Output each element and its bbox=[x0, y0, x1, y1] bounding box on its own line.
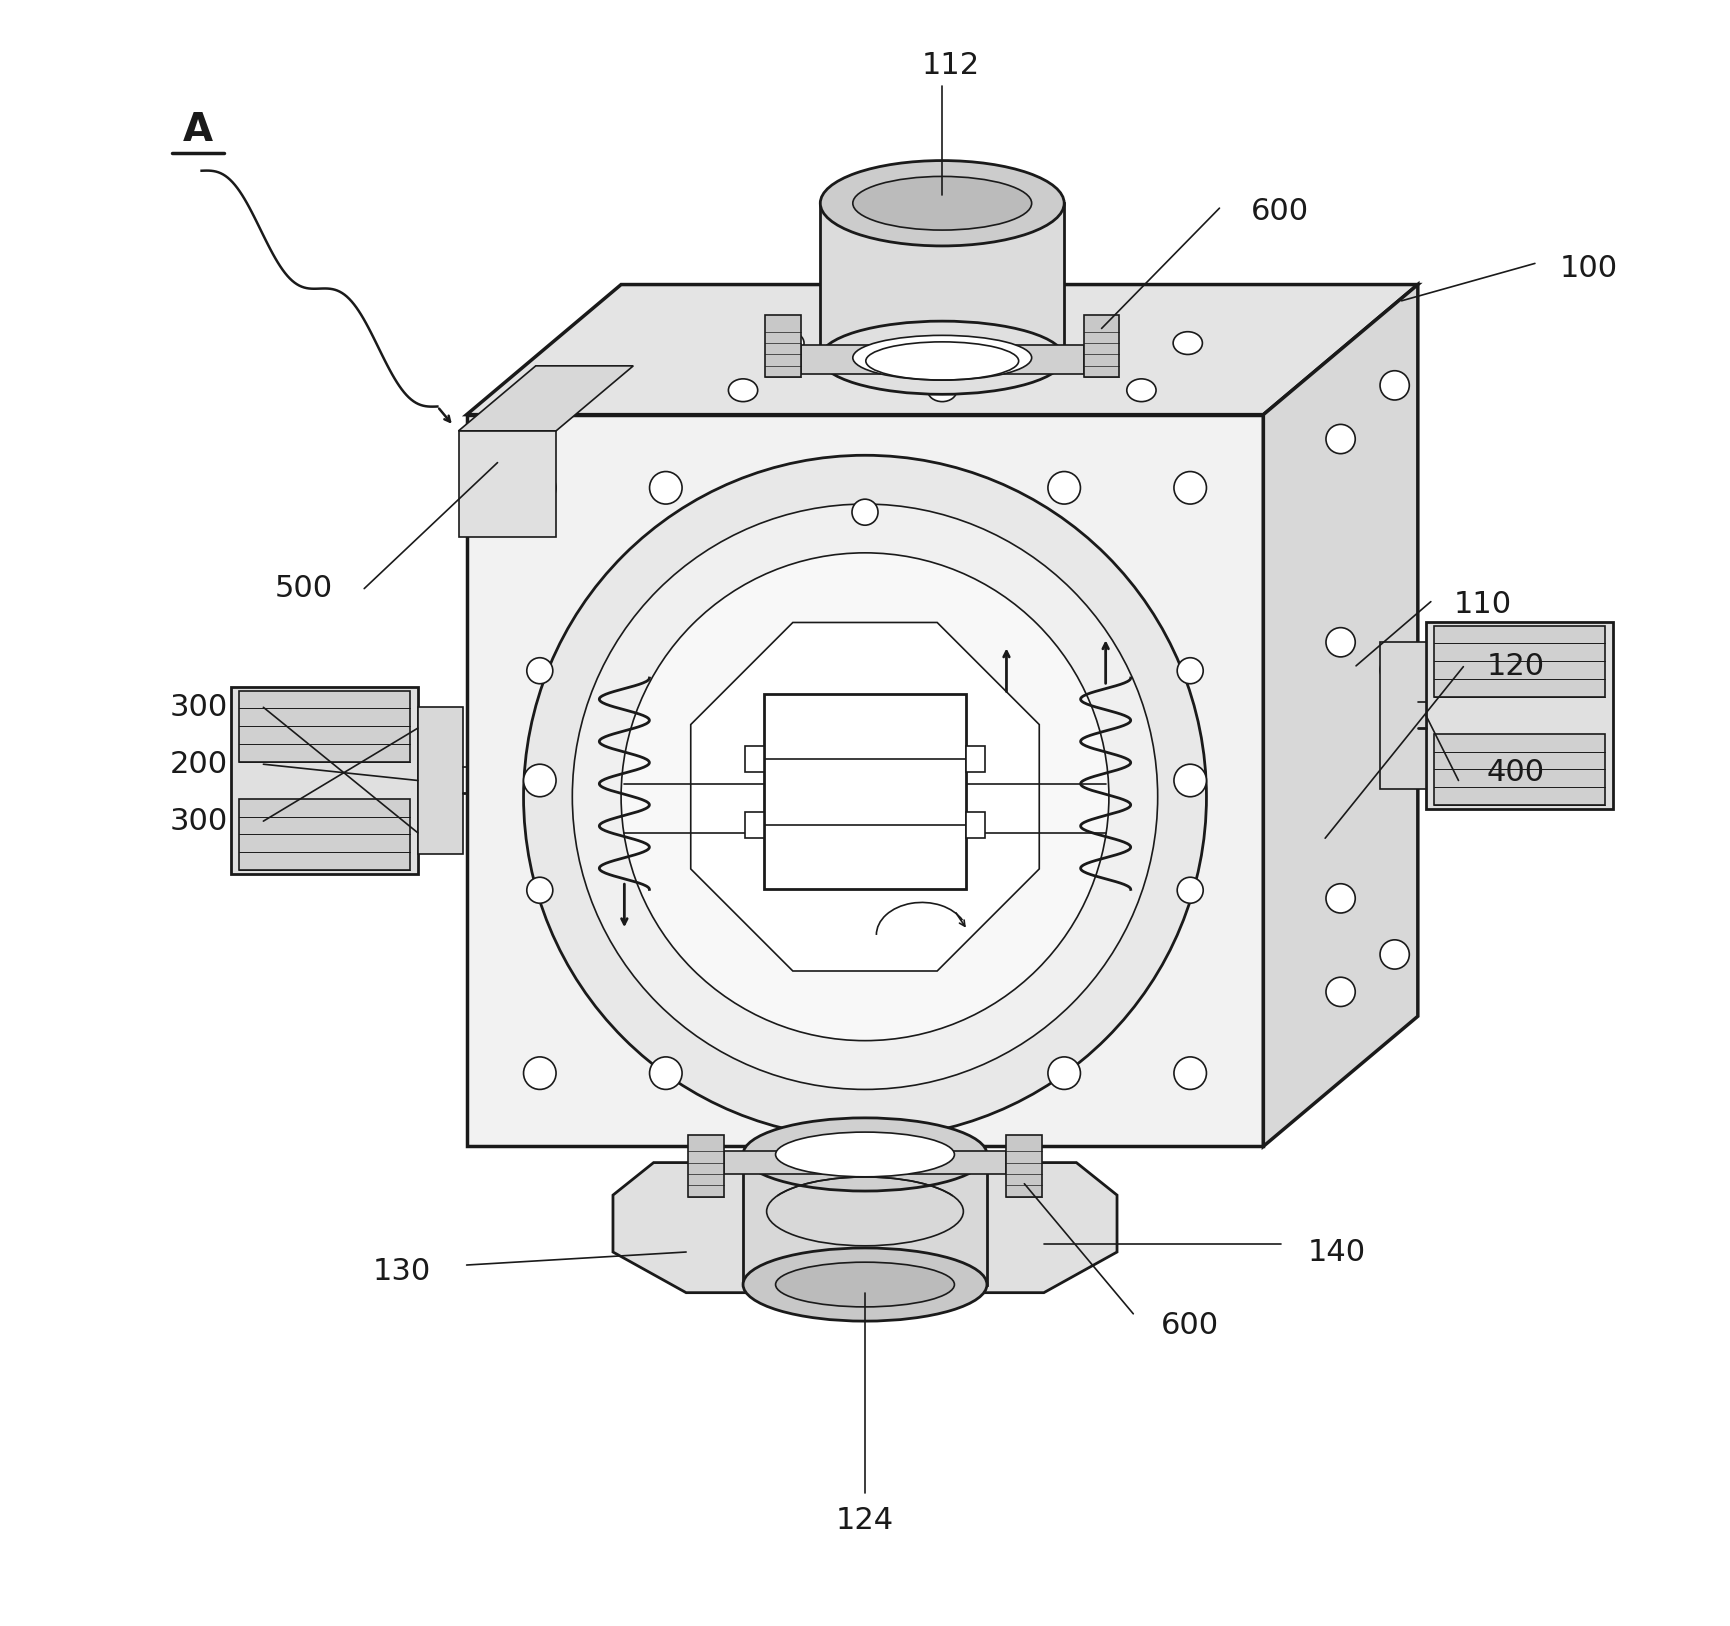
Ellipse shape bbox=[621, 553, 1109, 1041]
Polygon shape bbox=[458, 431, 555, 537]
Ellipse shape bbox=[775, 332, 804, 354]
Ellipse shape bbox=[744, 1249, 986, 1320]
Ellipse shape bbox=[1173, 332, 1202, 354]
Polygon shape bbox=[820, 203, 1064, 358]
Ellipse shape bbox=[1175, 764, 1206, 797]
Bar bbox=[765, 694, 965, 889]
Polygon shape bbox=[801, 345, 1083, 374]
Ellipse shape bbox=[853, 177, 1031, 229]
Ellipse shape bbox=[524, 764, 555, 797]
Bar bbox=[230, 686, 419, 875]
Ellipse shape bbox=[974, 332, 1003, 354]
Ellipse shape bbox=[820, 322, 1064, 395]
Bar bbox=[239, 691, 410, 761]
Text: 100: 100 bbox=[1559, 254, 1618, 283]
Ellipse shape bbox=[649, 1057, 682, 1089]
Ellipse shape bbox=[1381, 371, 1410, 400]
Text: 500: 500 bbox=[275, 574, 334, 603]
Text: 140: 140 bbox=[1308, 1237, 1365, 1267]
Polygon shape bbox=[744, 1154, 986, 1285]
Ellipse shape bbox=[775, 1132, 955, 1177]
Ellipse shape bbox=[1325, 424, 1355, 454]
Ellipse shape bbox=[524, 472, 555, 504]
Ellipse shape bbox=[820, 161, 1064, 246]
Bar bbox=[1434, 626, 1605, 696]
Ellipse shape bbox=[524, 455, 1206, 1138]
Ellipse shape bbox=[528, 657, 554, 683]
Bar bbox=[1426, 621, 1612, 808]
Ellipse shape bbox=[1381, 940, 1410, 969]
Bar bbox=[965, 811, 986, 837]
Bar bbox=[689, 1135, 723, 1197]
Polygon shape bbox=[723, 1151, 1007, 1174]
Ellipse shape bbox=[1325, 977, 1355, 1006]
Ellipse shape bbox=[1325, 885, 1355, 914]
Bar bbox=[765, 315, 801, 377]
Text: 200: 200 bbox=[170, 750, 227, 779]
Bar bbox=[239, 800, 410, 870]
Polygon shape bbox=[467, 285, 1419, 415]
Ellipse shape bbox=[728, 379, 758, 402]
Bar bbox=[965, 746, 986, 772]
Text: 600: 600 bbox=[1251, 197, 1308, 226]
Polygon shape bbox=[1263, 285, 1419, 1146]
Text: 600: 600 bbox=[1161, 1311, 1220, 1340]
Text: 120: 120 bbox=[1486, 652, 1545, 681]
Text: 300: 300 bbox=[170, 806, 227, 836]
Ellipse shape bbox=[853, 335, 1031, 380]
Polygon shape bbox=[612, 1163, 1118, 1293]
Ellipse shape bbox=[1048, 1057, 1081, 1089]
Ellipse shape bbox=[1175, 472, 1206, 504]
Ellipse shape bbox=[1176, 657, 1202, 683]
Polygon shape bbox=[690, 623, 1040, 971]
Text: 130: 130 bbox=[372, 1257, 431, 1286]
Text: A: A bbox=[183, 111, 213, 150]
Ellipse shape bbox=[775, 1262, 955, 1307]
Bar bbox=[1083, 315, 1119, 377]
Bar bbox=[1007, 1135, 1041, 1197]
Text: 112: 112 bbox=[922, 50, 979, 80]
Text: 124: 124 bbox=[836, 1506, 894, 1535]
Bar bbox=[744, 811, 765, 837]
Ellipse shape bbox=[1175, 1057, 1206, 1089]
Polygon shape bbox=[458, 366, 633, 431]
Polygon shape bbox=[467, 415, 1263, 1146]
Ellipse shape bbox=[1048, 472, 1081, 504]
Ellipse shape bbox=[524, 1057, 555, 1089]
Bar bbox=[744, 746, 765, 772]
Text: 300: 300 bbox=[170, 693, 227, 722]
Ellipse shape bbox=[1325, 628, 1355, 657]
Text: 400: 400 bbox=[1486, 758, 1545, 787]
Ellipse shape bbox=[573, 504, 1157, 1089]
Ellipse shape bbox=[927, 379, 957, 402]
Ellipse shape bbox=[744, 1119, 986, 1190]
Ellipse shape bbox=[1176, 878, 1202, 904]
Text: 110: 110 bbox=[1453, 590, 1512, 620]
Ellipse shape bbox=[649, 472, 682, 504]
Ellipse shape bbox=[1381, 655, 1410, 685]
Bar bbox=[1434, 735, 1605, 805]
Bar bbox=[419, 707, 464, 854]
Bar bbox=[1381, 642, 1426, 789]
Ellipse shape bbox=[1126, 379, 1156, 402]
Ellipse shape bbox=[851, 499, 879, 525]
Ellipse shape bbox=[528, 878, 554, 904]
